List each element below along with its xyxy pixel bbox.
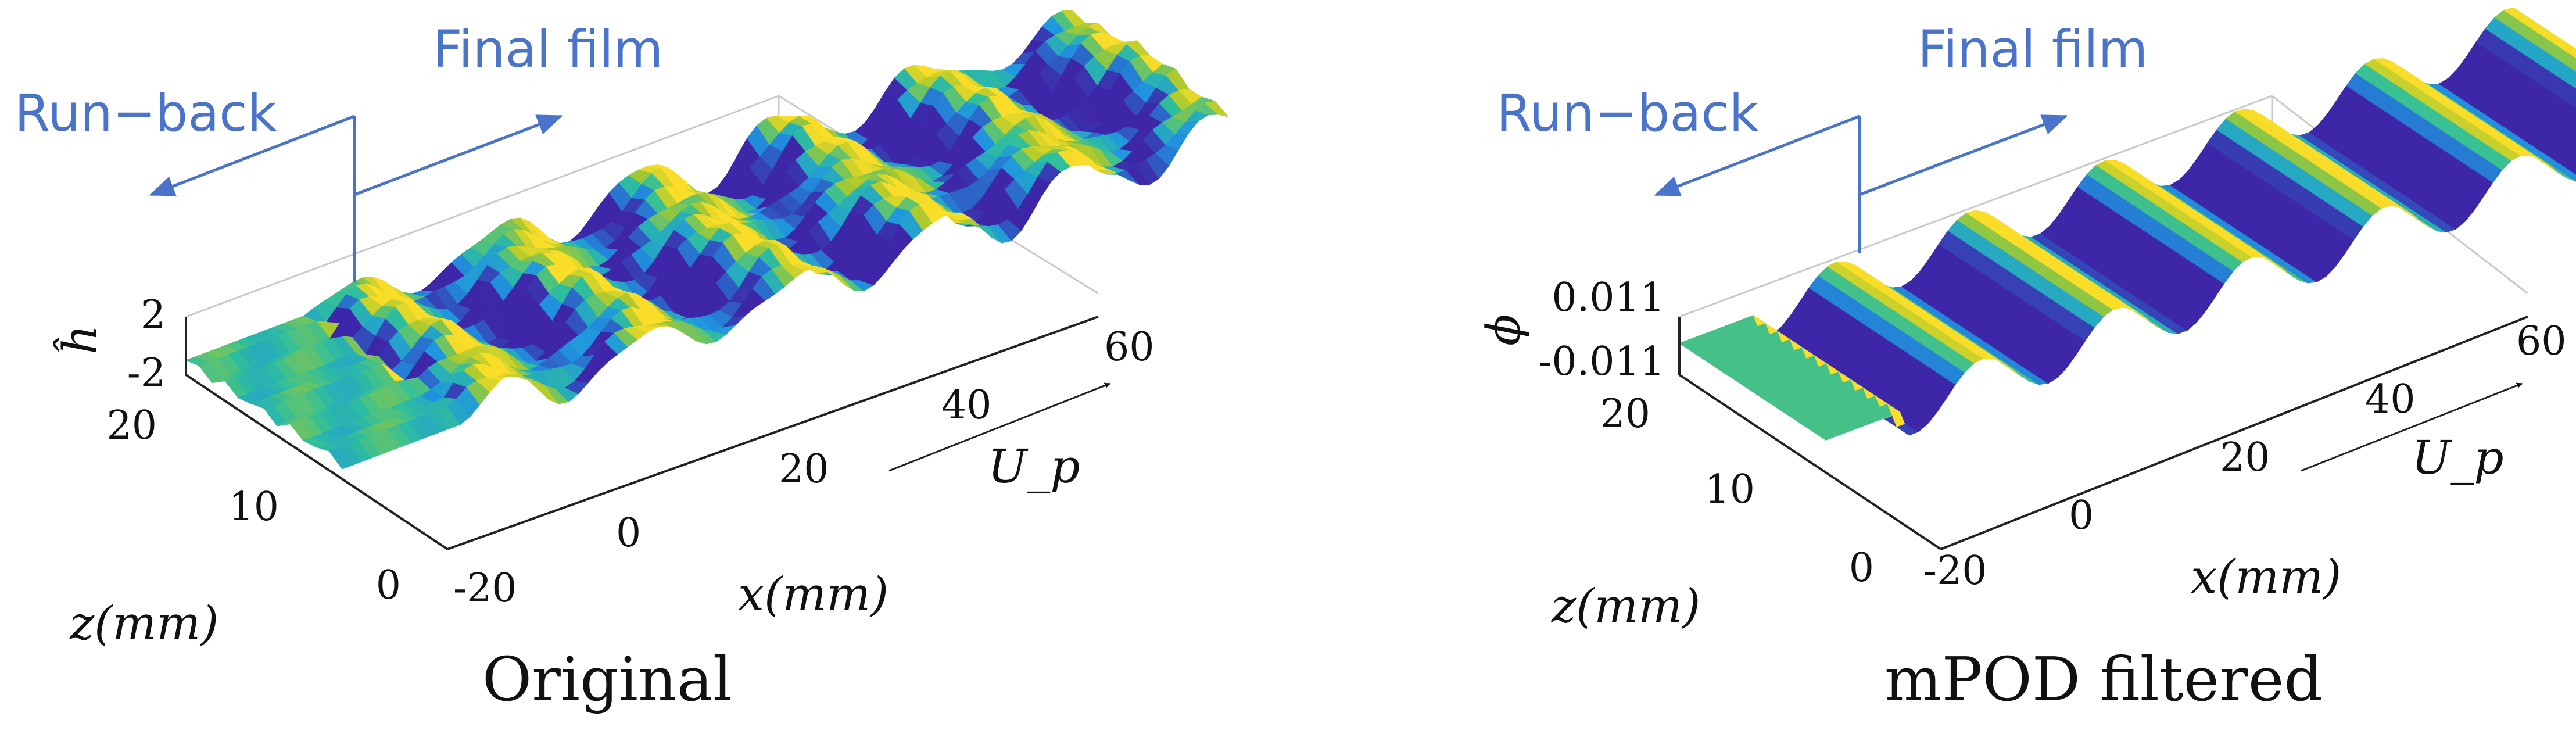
z-tick-label: 10 [1704,467,1755,513]
surface-patch [2558,65,2576,85]
surface-patch [2570,152,2576,163]
z-tick-label: 0 [1849,545,1874,591]
surface-patch [2573,102,2576,109]
surface-patch [2567,129,2576,148]
z-tick-label: 10 [228,484,279,530]
x-tick-label: 0 [616,510,641,556]
surface-mpod [1678,7,2576,441]
panel-mpod-filtered: 0 10 20 -20 0 20 40 60 0.011 -0.011 z(mm… [1477,7,2576,715]
z-tick-label: 0 [376,563,401,608]
flow-label: U_p [2412,431,2504,485]
surface-patch [2561,84,2576,107]
h-tick-label: -2 [127,350,166,396]
annotation-final-film: Final film [1918,19,2148,79]
x-tick-label: -20 [453,565,517,611]
h-tick-label: 2 [141,292,166,338]
annotation-run-back: Run−back [15,83,277,143]
x-tick-label: 0 [2069,493,2094,539]
surface-patch [2573,170,2576,175]
surface-patch [2564,47,2576,59]
h-axis-label: ĥ [52,324,107,355]
x-axis-label: x(mm) [738,567,888,621]
annotation-callout [1654,114,2068,253]
z-tick-label: 20 [1600,391,1650,437]
surface-patch [2554,120,2576,142]
surface-original [185,9,1229,470]
axis-lines-left [185,316,1099,550]
x-tick-label: 60 [2516,318,2567,364]
panel-caption: Original [482,644,732,715]
flow-arrow [888,382,1110,472]
x-tick-label: 20 [2220,435,2270,481]
surface-patch [2564,106,2576,129]
x-axis-label: x(mm) [2191,550,2341,604]
x-tick-label: 40 [941,382,992,428]
x-tick-label: 20 [779,446,829,492]
surface-patch [2554,170,2576,182]
panel-caption: mPOD filtered [1884,644,2323,715]
annotation-run-back: Run−back [1496,83,1759,143]
x-tick-label: -20 [1923,548,1987,594]
x-tick-label: 60 [1104,324,1155,370]
flow-label: U_p [988,439,1080,493]
h-tick-label: 0.011 [1552,275,1665,321]
surface-patch [2563,172,2576,182]
annotation-final-film: Final film [433,19,663,79]
surface-patch [2570,78,2576,89]
z-tick-label: 20 [106,403,157,449]
x-tick-label: 40 [2365,377,2416,423]
z-axis-label: z(mm) [1551,579,1700,633]
surface-patch [2560,159,2576,173]
phi-axis-label: ϕ [1477,314,1531,346]
flow-arrow [2301,382,2523,472]
surface-patch [2557,141,2576,160]
h-tick-label: -0.011 [1538,339,1665,385]
z-axis-label: z(mm) [69,596,218,650]
panel-original: 0 10 20 -20 0 20 40 60 2 -2 z(mm) x(mm) … [15,9,1229,715]
surface-patch [2555,50,2576,66]
surface-patch [1204,101,1229,117]
axis-lines-right [1678,316,2528,550]
annotation-callout [149,114,563,282]
